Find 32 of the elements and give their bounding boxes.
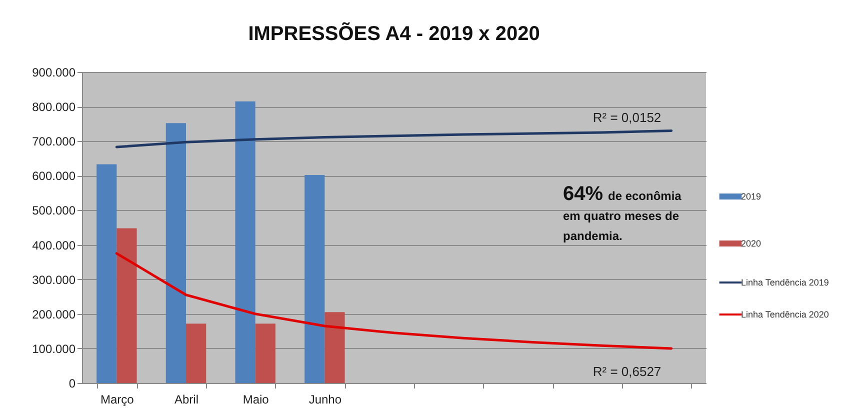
y-tick-label: 800.000: [32, 100, 76, 114]
y-tick-label: 700.000: [32, 134, 76, 149]
x-tick-label: Junho: [308, 392, 342, 406]
y-tick-label: 200.000: [32, 307, 76, 322]
bar: [304, 174, 325, 383]
annotation: R² = 0,0152: [592, 110, 662, 125]
y-tick-label: 0: [68, 376, 76, 390]
x-tick-label: Março: [100, 392, 134, 406]
legend-label: 2019: [741, 192, 762, 202]
bar: [96, 164, 117, 383]
bar: [186, 324, 206, 383]
x-tick-label: Abril: [174, 392, 199, 406]
legend-label: Linha Tendência 2020: [741, 310, 829, 320]
bar: [166, 123, 186, 383]
annotation: 64% de econômia em quatro meses de pandemia.: [563, 183, 682, 243]
y-tick-label: 400.000: [32, 238, 76, 252]
y-tick-label: 500.000: [32, 204, 76, 218]
bar: [235, 101, 256, 383]
line-series: [115, 252, 673, 350]
bar: [255, 324, 276, 383]
x-tick-label: Maio: [242, 392, 270, 406]
y-tick-label: 600.000: [32, 169, 76, 184]
bar: [324, 312, 345, 383]
line-series: [115, 129, 673, 148]
bar: [116, 228, 137, 383]
legend-label: 2020: [741, 238, 762, 248]
chart-title: IMPRESSÕES A4 - 2019 x 2020: [248, 22, 540, 45]
y-tick-label: 300.000: [32, 272, 76, 287]
annotation: R² = 0,6527: [592, 364, 662, 379]
legend-label: Linha Tendência 2019: [741, 278, 829, 288]
y-tick-label: 100.000: [32, 342, 76, 356]
y-tick-label: 900.000: [32, 66, 76, 80]
